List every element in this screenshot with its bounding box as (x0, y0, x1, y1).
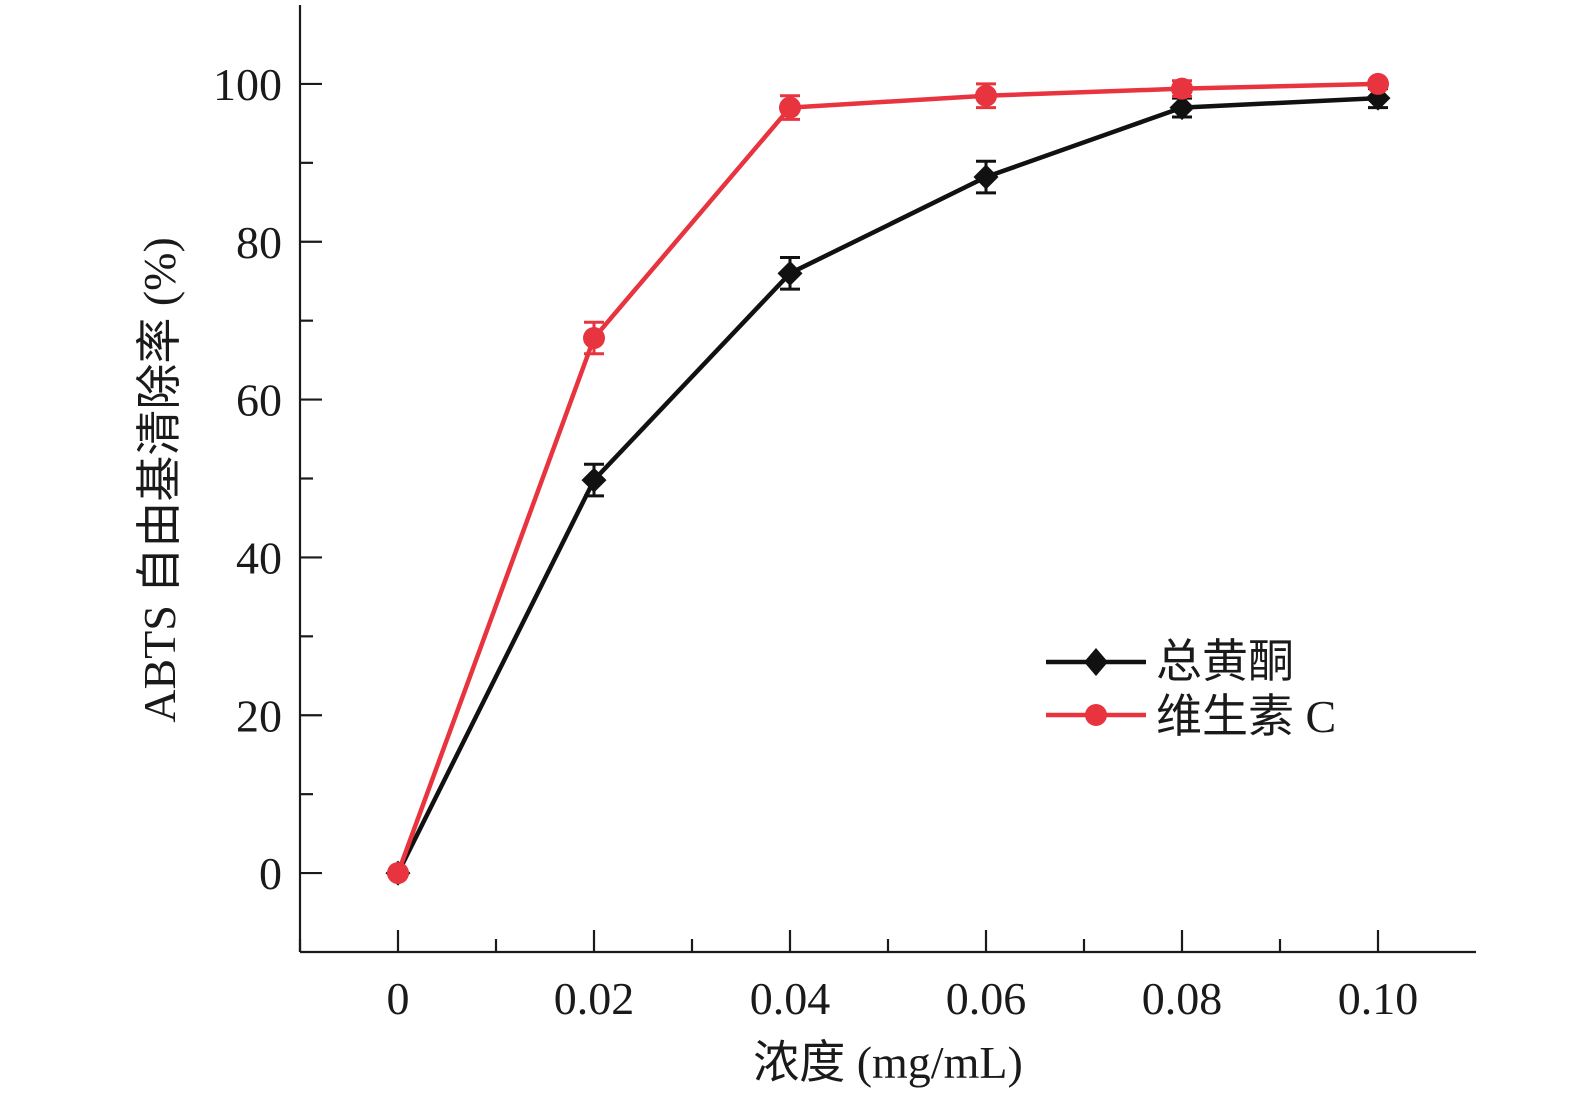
x-tick-label: 0.02 (554, 973, 635, 1024)
data-point-total-flavonoids (581, 467, 607, 493)
y-tick-label: 20 (236, 690, 282, 741)
data-point-vitamin-c (387, 862, 409, 885)
data-point-total-flavonoids (973, 164, 999, 190)
x-tick-label: 0 (387, 973, 410, 1024)
series-line-vitamin-c (395, 81, 1379, 874)
x-tick-label: 0.06 (946, 973, 1027, 1024)
y-ticks: 0 20 40 60 80 100 (213, 59, 322, 899)
y-tick-label: 60 (236, 375, 282, 426)
legend-label-total-flavonoids: 总黄酮 (1156, 636, 1294, 687)
axes (298, 5, 1476, 954)
series-vitamin-c (387, 72, 1389, 885)
data-point-vitamin-c (583, 327, 605, 350)
data-point-total-flavonoids (1169, 95, 1195, 121)
legend-label-vitamin-c: 维生素 C (1156, 691, 1336, 742)
series-layer (385, 72, 1391, 886)
x-axis-title: 浓度 (mg/mL) (753, 1037, 1023, 1088)
y-tick-label: 80 (236, 217, 282, 268)
data-point-vitamin-c (1171, 77, 1193, 100)
series-line-total-flavonoids (395, 95, 1379, 875)
legend-item-total-flavonoids: 总黄酮 (1046, 636, 1294, 687)
legend-swatch-marker-vitamin-c (1085, 704, 1107, 726)
legend-swatch-marker-total-flavonoids (1084, 648, 1108, 676)
x-tick-label: 0.10 (1338, 973, 1419, 1024)
data-point-vitamin-c (975, 84, 997, 107)
data-point-vitamin-c (1367, 72, 1389, 95)
x-ticks: 0 0.02 0.04 0.06 0.08 0.10 (298, 930, 1419, 1024)
data-point-total-flavonoids (777, 260, 803, 286)
y-tick-label: 0 (259, 848, 282, 899)
x-tick-label: 0.04 (750, 973, 831, 1024)
series-total-flavonoids (385, 85, 1391, 886)
y-axis-title: ABTS 自由基清除率 (%) (134, 237, 185, 723)
legend-item-vitamin-c: 维生素 C (1046, 691, 1336, 742)
y-tick-label: 40 (236, 532, 282, 583)
legend: 总黄酮 维生素 C (1046, 636, 1336, 742)
x-tick-label: 0.08 (1142, 973, 1223, 1024)
y-tick-label: 100 (213, 59, 282, 110)
data-point-vitamin-c (779, 96, 801, 119)
